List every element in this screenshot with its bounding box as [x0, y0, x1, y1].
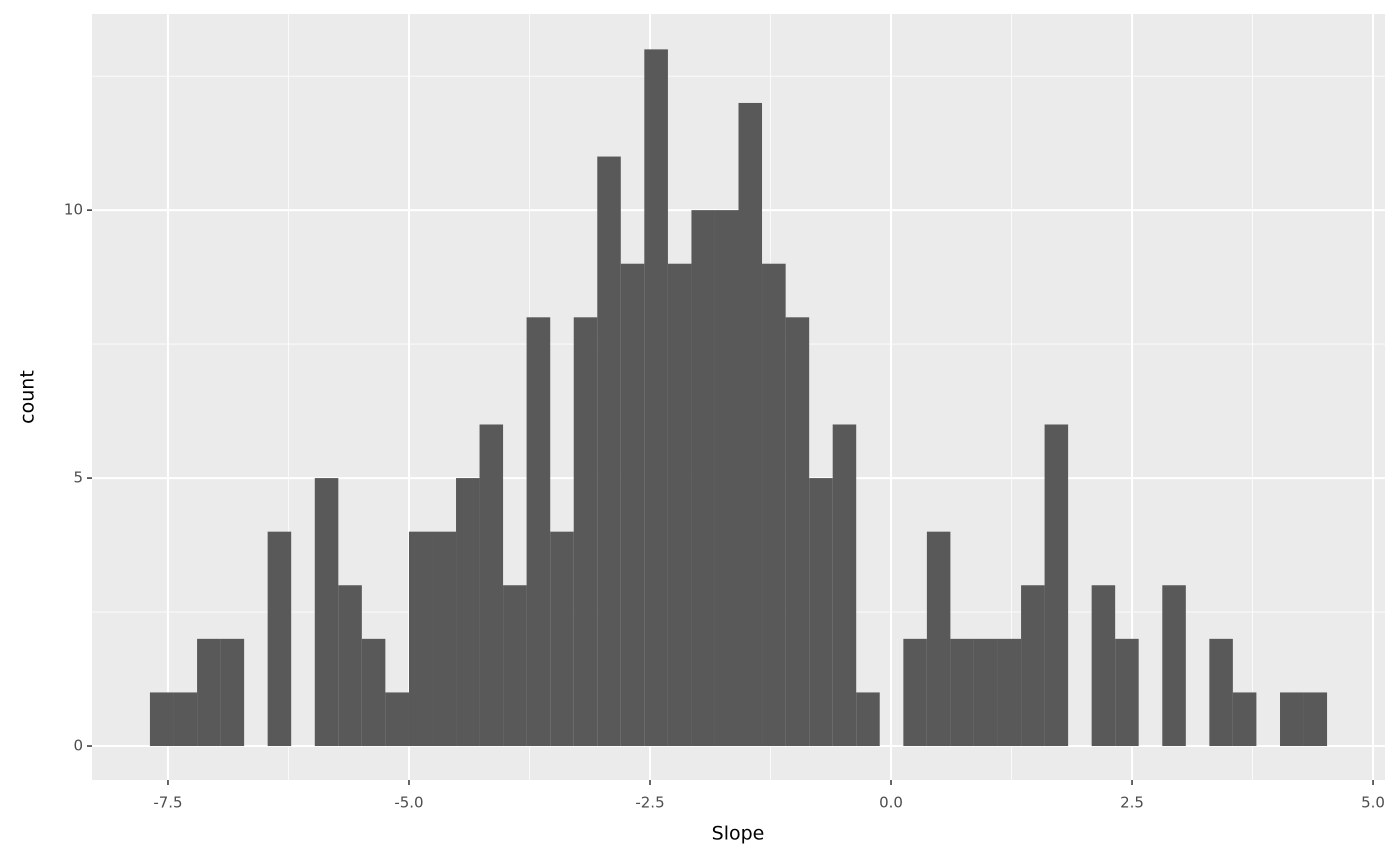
bar [197, 638, 221, 747]
bar [220, 638, 245, 747]
bar [903, 638, 927, 747]
bar [1280, 692, 1304, 747]
bar [785, 317, 810, 747]
bar [1232, 692, 1257, 747]
x-tick-label: -2.5 [635, 794, 664, 812]
bar [762, 263, 786, 747]
bar [149, 692, 174, 747]
x-axis-title: Slope [712, 823, 765, 845]
bar [997, 638, 1022, 747]
bar [667, 263, 692, 747]
bar [926, 531, 951, 747]
bar [338, 585, 362, 747]
y-tick-label: 10 [64, 201, 83, 219]
bar [950, 638, 974, 747]
x-tick-label: -7.5 [153, 794, 182, 812]
bar [526, 317, 551, 747]
x-tick-label: 5.0 [1361, 794, 1385, 812]
bar [173, 692, 198, 747]
bar [738, 102, 763, 747]
bar [832, 424, 857, 747]
bar [714, 210, 739, 747]
bar [573, 317, 598, 747]
bar [620, 263, 645, 747]
bar [408, 531, 433, 747]
bar [361, 638, 386, 747]
bar [1209, 638, 1233, 747]
bar [809, 478, 833, 747]
x-tick-label: 0.0 [879, 794, 903, 812]
bar [479, 424, 504, 747]
bar [456, 478, 480, 747]
bar [1115, 638, 1139, 747]
bar [1021, 585, 1045, 747]
bar [314, 478, 339, 747]
bar [1162, 585, 1186, 747]
bar [385, 692, 409, 747]
bar [432, 531, 457, 747]
y-tick-label: 0 [73, 737, 83, 755]
y-axis-title: count [17, 370, 39, 424]
bar [503, 585, 527, 747]
bar [1044, 424, 1069, 747]
bar [550, 531, 574, 747]
bar [973, 638, 998, 747]
bar [597, 156, 621, 747]
bar [267, 531, 292, 747]
bar [1091, 585, 1116, 747]
bar [1303, 692, 1328, 747]
bar [691, 210, 715, 747]
y-tick-label: 5 [73, 469, 83, 487]
bar [644, 49, 668, 747]
x-tick-label: 2.5 [1120, 794, 1144, 812]
bar [856, 692, 880, 747]
x-tick-label: -5.0 [394, 794, 423, 812]
